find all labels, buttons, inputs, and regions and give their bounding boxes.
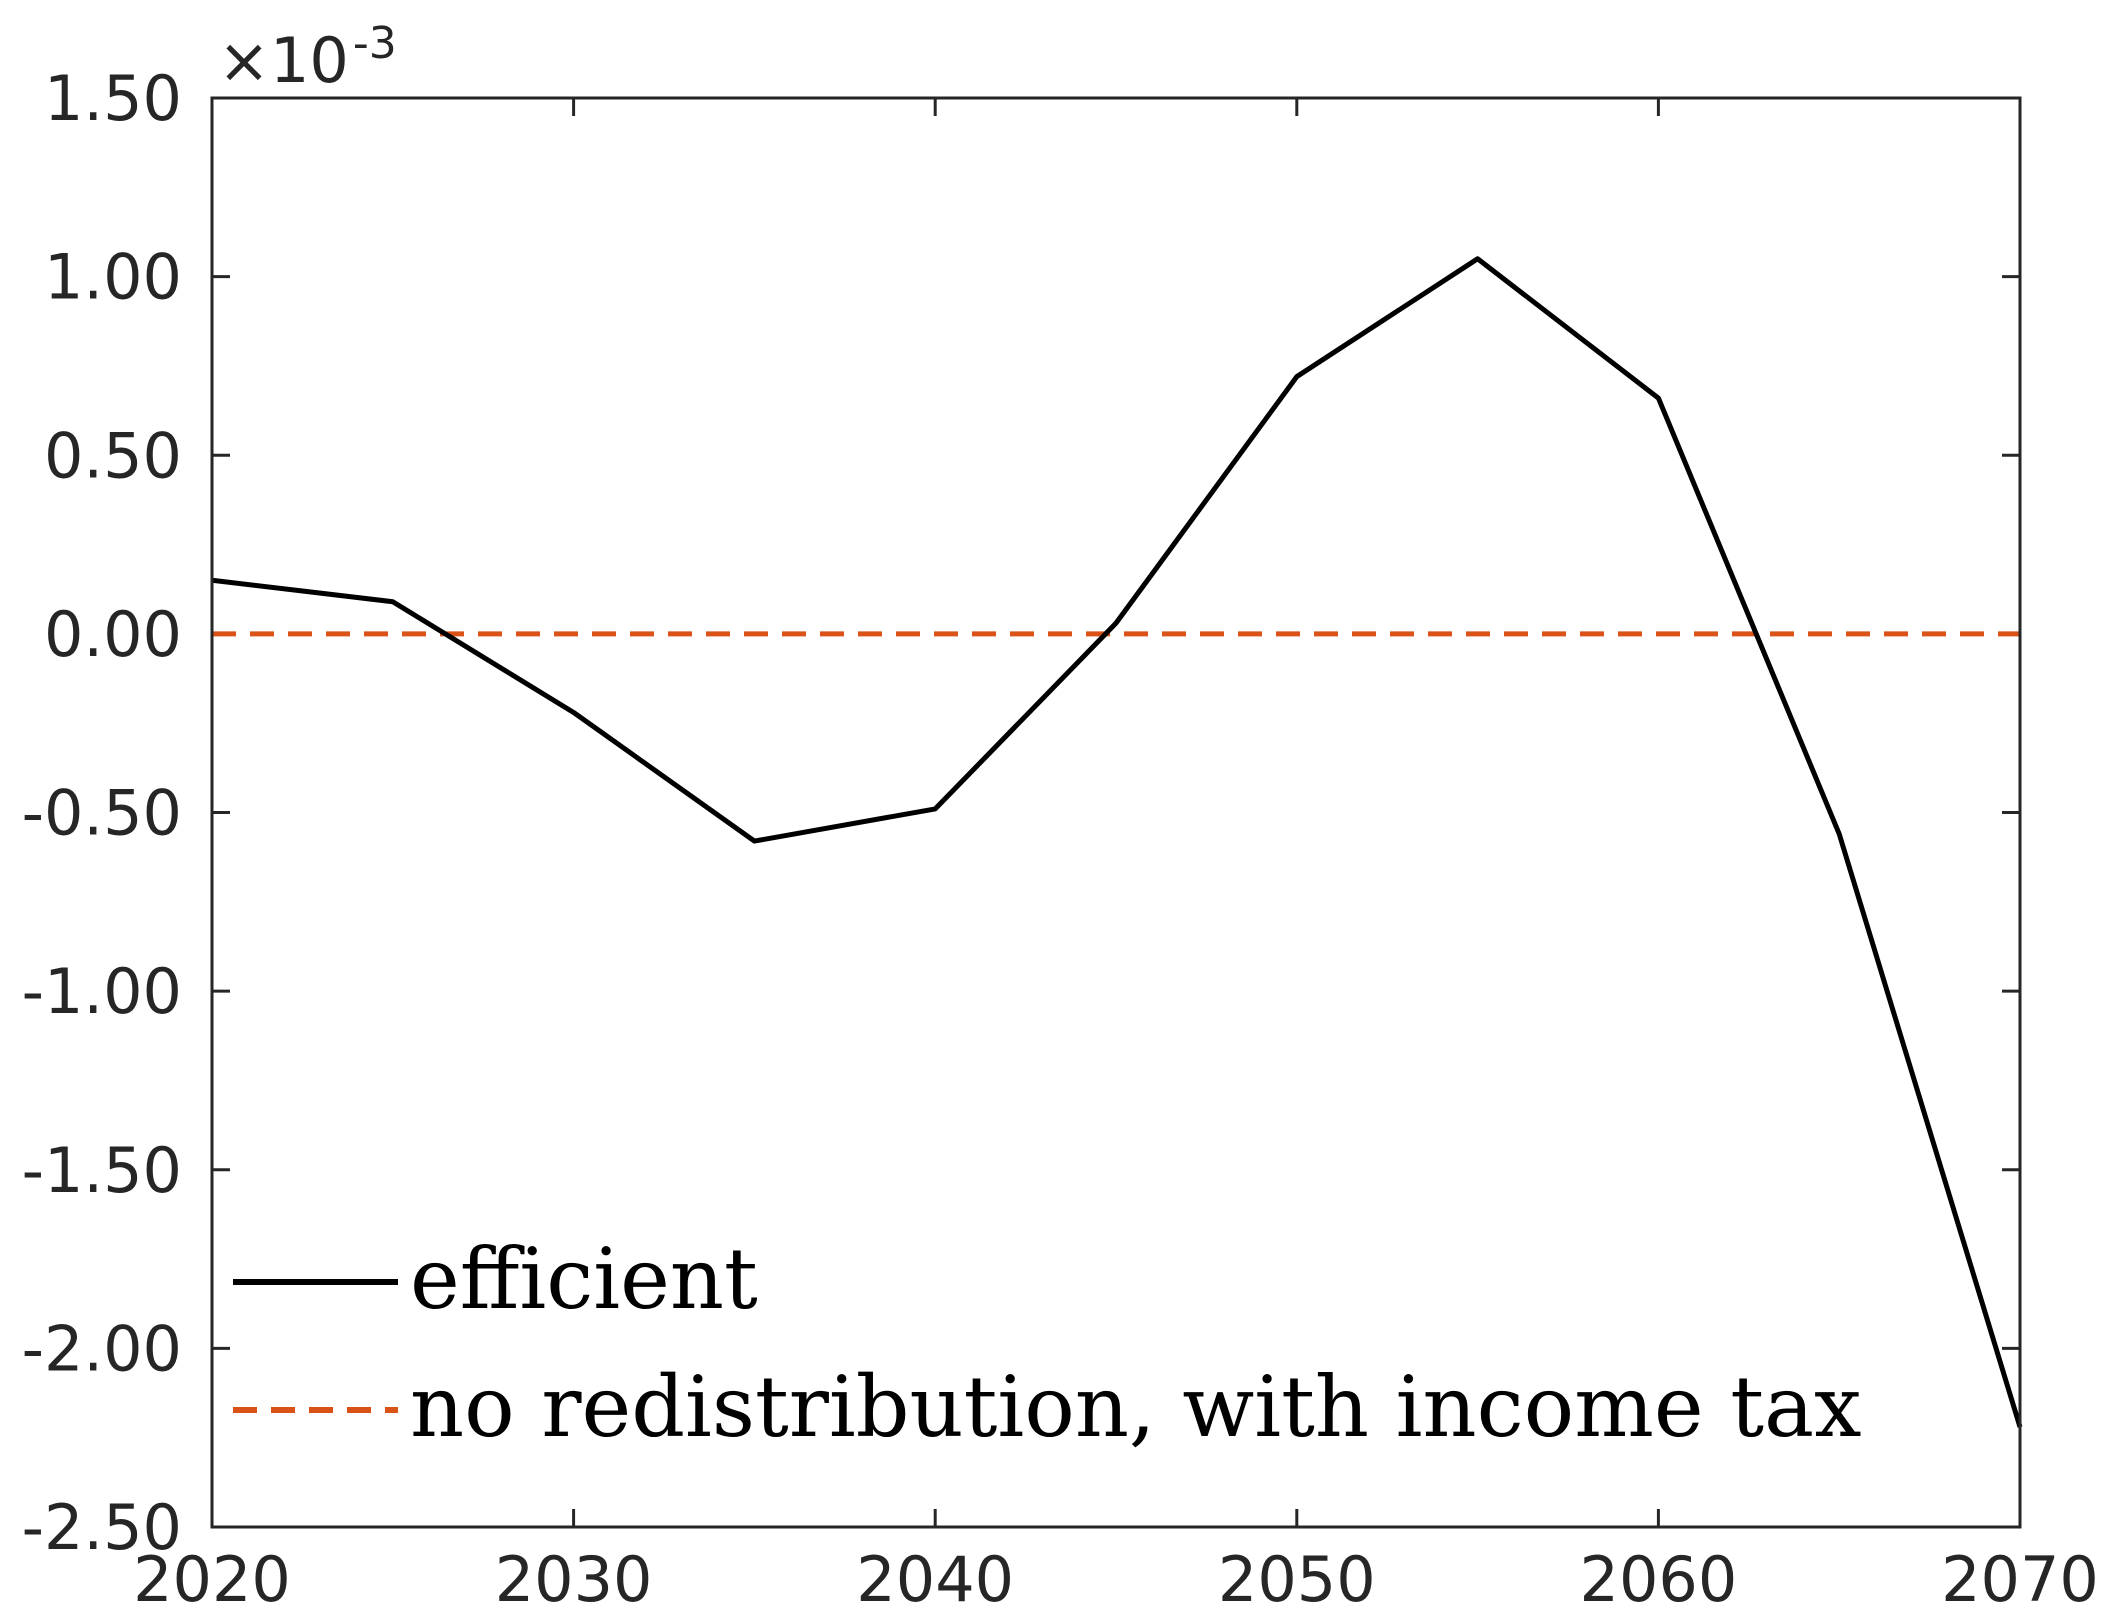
y-tick-label: 1.50	[44, 62, 182, 135]
y-exponent-label: ×10 -3	[218, 18, 397, 97]
y-tick-label: 0.00	[44, 598, 182, 671]
y-tick-label: -2.50	[22, 1491, 182, 1564]
y-tick-label: 0.50	[44, 419, 182, 492]
plot-frame	[210, 96, 2022, 1529]
y-tick-label: -2.00	[22, 1312, 182, 1385]
legend: efficient no redistribution, with income…	[233, 1230, 1862, 1456]
y-tick-label: -1.50	[22, 1134, 182, 1207]
y-exponent-power: -3	[353, 18, 397, 69]
x-tick-label: 2040	[856, 1543, 1014, 1616]
y-tick-labels: 1.50 1.00 0.50 0.00 -0.50 -1.00 -1.50 -2.00 -2.5…	[22, 62, 182, 1564]
x-tick-label: 2070	[1941, 1543, 2099, 1616]
y-tick-label: -1.00	[22, 955, 182, 1028]
x-tick-labels: 2020 2030 2040 2050 2060 2070	[133, 1543, 2099, 1616]
x-tick-label: 2060	[1580, 1543, 1738, 1616]
legend-label-efficient: efficient	[410, 1230, 758, 1328]
y-tick-label: -0.50	[22, 777, 182, 850]
x-tick-label: 2030	[495, 1543, 653, 1616]
series-line-efficient	[211, 256, 2023, 1428]
y-tick-label: 1.00	[44, 241, 182, 314]
legend-label-no-redistribution: no redistribution, with income tax	[410, 1358, 1862, 1456]
series-layer	[211, 256, 2023, 1428]
x-tick-label: 2050	[1218, 1543, 1376, 1616]
y-exponent-base: ×10	[218, 24, 349, 97]
x-tick-label: 2020	[133, 1543, 291, 1616]
